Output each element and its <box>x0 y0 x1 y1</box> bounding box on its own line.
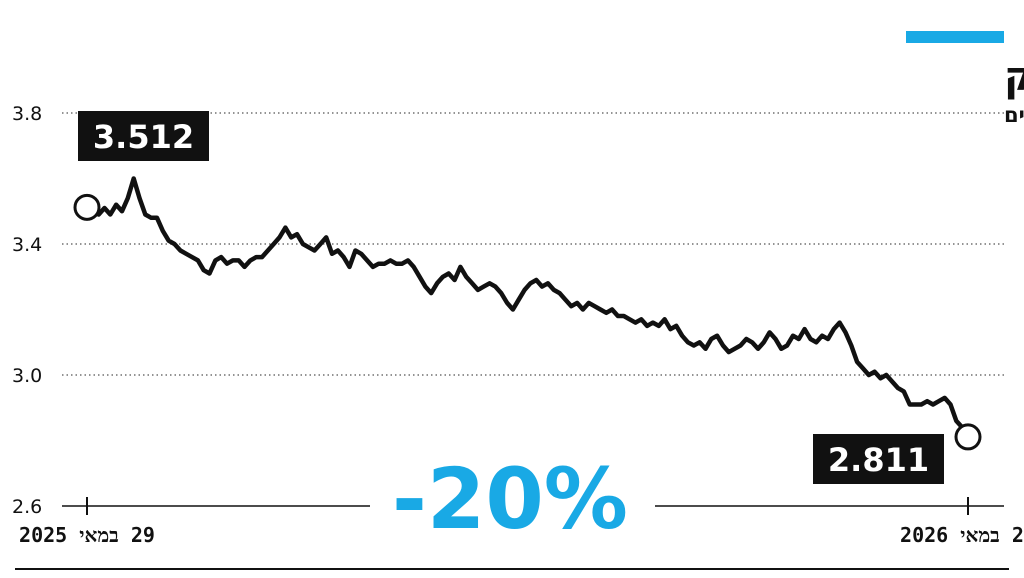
x-tick-label-start: 29 במאי 2025 <box>19 523 155 547</box>
accent-bar <box>906 31 1004 43</box>
y-tick-label: 3.4 <box>12 234 42 256</box>
y-tick-label: 3.0 <box>12 365 42 387</box>
chart-subtitle: שער השקל מול הדולר ב12 החודשים האחרונים <box>1004 103 1024 127</box>
end-value-callout: 2.811 <box>813 434 944 484</box>
y-axis-ticks: 3.8 3.4 3.0 2.6 <box>12 103 42 518</box>
y-tick-label: 3.8 <box>12 103 42 125</box>
series-line <box>84 176 971 440</box>
chart-title: השקל החזק מכביד על ההייטק <box>1004 54 1024 100</box>
x-tick-label-end: 29 במאי 2026 <box>900 523 1024 547</box>
y-tick-label: 2.6 <box>12 496 42 518</box>
x-axis: 29 במאי 2025 29 במאי 2026 <box>19 497 1024 547</box>
end-value-label: 2.811 <box>828 441 929 479</box>
end-point-marker <box>954 423 982 451</box>
start-value-label: 3.512 <box>93 118 194 156</box>
start-value-callout: 3.512 <box>78 111 209 161</box>
start-point-marker <box>73 193 101 221</box>
change-label: -20% <box>392 450 628 548</box>
change-label-bg <box>370 455 655 545</box>
